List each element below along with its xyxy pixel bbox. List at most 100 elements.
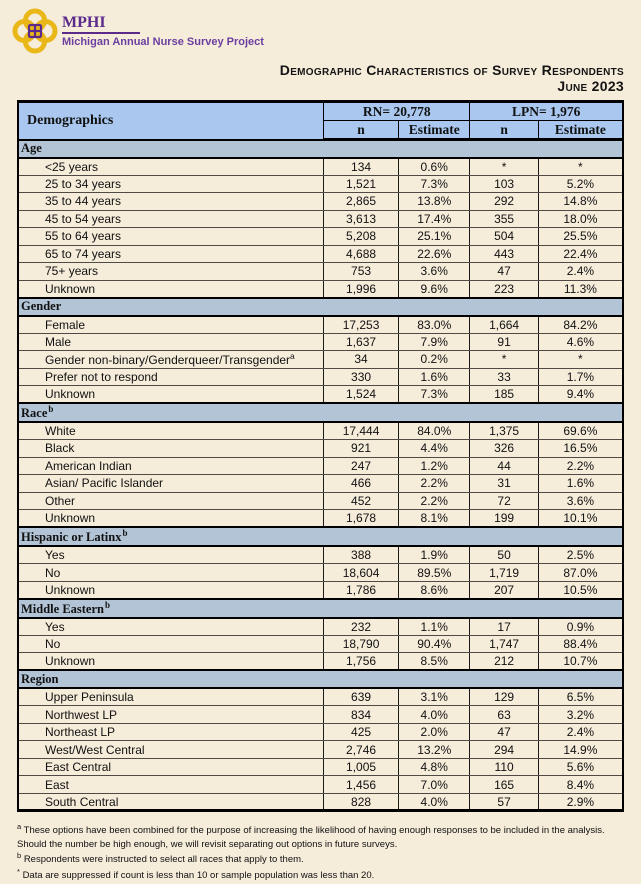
cell-rn-n: 452 <box>323 492 399 511</box>
footnote-marker: * <box>17 866 20 876</box>
cell-lpn-estimate: 5.6% <box>537 758 623 777</box>
table-row: 75+ years 753 3.6% 47 2.4% <box>18 262 623 281</box>
table-row: West/West Central 2,746 13.2% 294 14.9% <box>18 740 623 759</box>
cell-rn-estimate: 2.2% <box>398 492 470 511</box>
section-title-text: Region <box>21 671 59 686</box>
cell-rn-n: 3,613 <box>323 210 399 228</box>
cell-rn-n: 5,208 <box>323 227 399 246</box>
row-label-text: Upper Peninsula <box>45 690 134 705</box>
cell-rn-estimate: 83.0% <box>398 315 470 334</box>
row-label-text: Yes <box>45 619 65 634</box>
cell-lpn-estimate: 2.9% <box>537 793 623 812</box>
cell-rn-n: 753 <box>323 262 399 281</box>
cell-lpn-n: 103 <box>469 175 539 193</box>
cell-lpn-estimate: 4.6% <box>537 333 623 351</box>
cell-lpn-n: 185 <box>469 385 539 404</box>
cell-lpn-estimate: 1.7% <box>537 368 623 386</box>
row-label: Yes <box>18 546 324 565</box>
cell-lpn-n: 63 <box>469 705 539 724</box>
cell-lpn-estimate: 25.5% <box>537 227 623 246</box>
cell-lpn-n: 110 <box>469 758 539 777</box>
cell-rn-estimate: 4.0% <box>398 705 470 724</box>
cell-lpn-estimate: 11.3% <box>537 280 623 298</box>
group-header-rn: RN= 20,778 <box>323 101 471 121</box>
cell-rn-n: 17,444 <box>323 422 399 441</box>
cell-rn-estimate: 13.8% <box>398 192 470 211</box>
cell-rn-n: 834 <box>323 705 399 724</box>
cell-lpn-estimate: 18.0% <box>537 210 623 228</box>
subheader-lpn-n: n <box>469 120 539 141</box>
cell-rn-estimate: 0.2% <box>398 350 470 369</box>
cell-lpn-n: 1,747 <box>469 635 539 654</box>
section-title: Gender <box>18 296 623 317</box>
cell-lpn-estimate: 3.6% <box>537 492 623 511</box>
cell-rn-estimate: 13.2% <box>398 740 470 759</box>
cell-lpn-estimate: 10.7% <box>537 652 623 671</box>
table-row: No 18,790 90.4% 1,747 88.4% <box>18 635 623 654</box>
row-label: West/West Central <box>18 740 324 759</box>
table-row: Gender non-binary/Genderqueer/Transgende… <box>18 350 623 369</box>
cell-rn-n: 4,688 <box>323 245 399 263</box>
section-row: Gender <box>18 296 623 317</box>
table-row: <25 years 134 0.6% * * <box>18 157 623 176</box>
row-label-text: <25 years <box>45 159 99 174</box>
row-label: <25 years <box>18 157 324 176</box>
cell-rn-n: 1,637 <box>323 333 399 351</box>
row-label: Gender non-binary/Genderqueer/Transgende… <box>18 350 324 369</box>
row-label-text: Black <box>45 441 75 456</box>
row-label-text: Unknown <box>45 387 96 401</box>
table-row: Unknown 1,996 9.6% 223 11.3% <box>18 280 623 298</box>
table-row: Unknown 1,678 8.1% 199 10.1% <box>18 509 623 528</box>
section-row: Age <box>18 138 623 159</box>
cell-lpn-estimate: 5.2% <box>537 175 623 193</box>
cell-lpn-n: 44 <box>469 457 539 476</box>
table-row: Unknown 1,524 7.3% 185 9.4% <box>18 385 623 404</box>
row-label: White <box>18 422 324 441</box>
row-label-text: No <box>45 565 61 580</box>
row-label-text: Unknown <box>45 582 96 597</box>
section-row: Region <box>18 669 623 690</box>
cell-rn-n: 330 <box>323 368 399 386</box>
cell-rn-estimate: 2.0% <box>398 723 470 742</box>
cell-lpn-n: 57 <box>469 793 539 812</box>
table-row: South Central 828 4.0% 57 2.9% <box>18 793 623 812</box>
cell-rn-n: 2,865 <box>323 192 399 211</box>
cell-lpn-n: 294 <box>469 740 539 759</box>
cell-rn-estimate: 8.1% <box>398 509 470 528</box>
section-title-text: Middle Eastern <box>21 601 104 616</box>
row-label-text: 25 to 34 years <box>45 176 122 191</box>
row-label: Upper Peninsula <box>18 688 324 707</box>
cell-lpn-n: 1,375 <box>469 422 539 441</box>
cell-rn-n: 466 <box>323 474 399 493</box>
section-title-superscript: b <box>104 599 110 610</box>
cell-rn-estimate: 7.9% <box>398 333 470 351</box>
row-label: Northeast LP <box>18 723 324 742</box>
cell-lpn-estimate: 14.8% <box>537 192 623 211</box>
cell-lpn-n: 292 <box>469 192 539 211</box>
cell-lpn-n: * <box>469 157 539 176</box>
demographics-table: Demographics RN= 20,778 LPN= 1,976 n Est… <box>17 100 624 813</box>
table-row: East Central 1,005 4.8% 110 5.6% <box>18 758 623 777</box>
row-label-text: Female <box>45 317 86 332</box>
cell-rn-estimate: 8.6% <box>398 581 470 600</box>
cell-rn-n: 921 <box>323 439 399 458</box>
cell-lpn-estimate: 3.2% <box>537 705 623 724</box>
cell-lpn-estimate: 0.9% <box>537 617 623 636</box>
cell-rn-estimate: 4.0% <box>398 793 470 812</box>
cell-rn-estimate: 7.0% <box>398 775 470 794</box>
cell-rn-estimate: 22.6% <box>398 245 470 263</box>
row-label-text: Unknown <box>45 511 96 526</box>
cell-rn-n: 639 <box>323 688 399 707</box>
cell-rn-estimate: 7.3% <box>398 175 470 193</box>
cell-lpn-estimate: 14.9% <box>537 740 623 759</box>
table-row: No 18,604 89.5% 1,719 87.0% <box>18 563 623 582</box>
cell-lpn-n: 355 <box>469 210 539 228</box>
row-label-text: East Central <box>45 760 112 775</box>
row-label-text: East <box>45 777 70 792</box>
cell-lpn-estimate: 10.5% <box>537 581 623 600</box>
row-label-text: 45 to 54 years <box>45 211 122 226</box>
cell-rn-estimate: 2.2% <box>398 474 470 493</box>
brand-name: MPHI <box>62 14 140 34</box>
table-row: East 1,456 7.0% 165 8.4% <box>18 775 623 794</box>
row-label: 55 to 64 years <box>18 227 324 246</box>
